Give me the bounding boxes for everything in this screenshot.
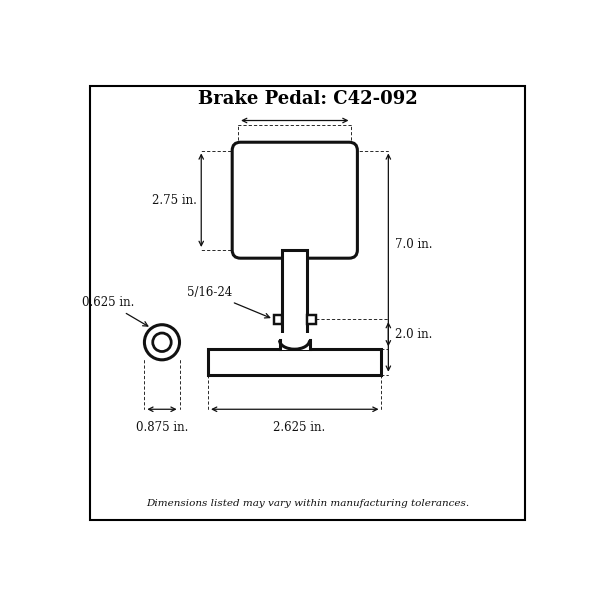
FancyBboxPatch shape [232,142,358,258]
Bar [307,314,316,324]
Bar [208,349,382,374]
Text: Brake Pedal: C42-092: Brake Pedal: C42-092 [197,91,418,109]
Text: 7.0 in.: 7.0 in. [395,238,433,251]
Circle shape [153,333,171,352]
Text: 2.75 in.: 2.75 in. [152,194,197,207]
Bar [280,332,310,350]
Text: 2.625 in.: 2.625 in. [273,421,326,434]
Circle shape [145,325,179,360]
Bar [274,314,282,324]
Text: 0.625 in.: 0.625 in. [82,296,148,326]
Text: 5/16-24: 5/16-24 [187,286,269,318]
Text: 2.0 in.: 2.0 in. [395,328,433,341]
Bar [282,250,307,352]
Text: Dimensions listed may vary within manufacturing tolerances.: Dimensions listed may vary within manufa… [146,499,469,508]
Text: 0.875 in.: 0.875 in. [136,421,188,434]
